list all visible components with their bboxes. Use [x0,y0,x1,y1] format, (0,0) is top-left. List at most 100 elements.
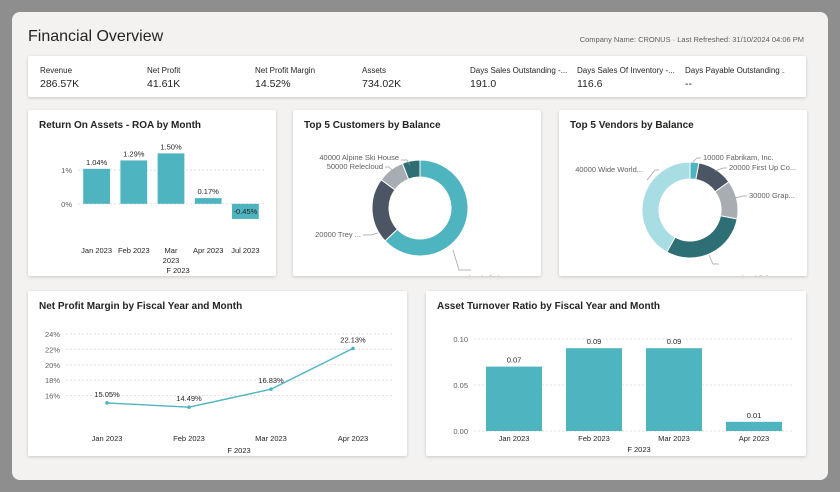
x-tick-label: Jul 2023 [231,246,259,255]
data-label: 0.09 [667,337,682,346]
slice-label: 50000 Relecloud [327,162,383,171]
data-label: 0.01 [747,411,762,420]
x-tick-label: Feb 2023 [173,434,205,443]
bar [194,198,222,204]
kpi-assets[interactable]: Assets 734.02K [362,66,462,90]
bar [566,348,622,431]
x-group-label: F 2023 [627,445,650,454]
leader-line [708,254,719,265]
data-label: 0.17% [198,187,220,196]
data-label: 1.50% [160,142,182,151]
leader-line [714,167,727,172]
bar [232,203,259,219]
donut-slice [384,159,469,257]
y-tick-label: 0.10 [453,335,468,344]
y-tick-label: 1% [61,166,72,175]
slice-label: 30000 School of Fine Art [437,274,520,276]
bar [120,160,148,204]
kpi-value: 41.61K [147,78,181,90]
slice-label: 20000 Trey ... [315,230,361,239]
top-customers-card[interactable]: Top 5 Customers by Balance 30000 School … [293,110,541,283]
data-label: -0.45% [234,207,258,216]
slice-label: 10000 Fabrikam, Inc. [703,153,773,162]
x-tick-label: Apr 2023 [739,434,769,443]
bar [726,421,782,431]
net-profit-margin-chart: 24% 22% 20% 18% 16% 15.05% Jan 2023 14.49% Feb 2… [45,330,394,455]
slice-label: 40000 Alpine Ski House [319,153,399,162]
kpi-days-payable-outstanding[interactable]: Days Payable Outstanding ... -- [685,66,785,90]
roa-card[interactable]: Return On Assets - ROA by Month 1% 0% 1.04… [28,110,276,276]
x-tick-label: Apr 2023 [193,246,223,255]
data-point [187,405,191,410]
y-tick-label: 22% [45,345,60,354]
kpi-label: Days Sales Outstanding -... [470,66,568,75]
leader-line [734,195,747,199]
kpi-days-sales-outstanding[interactable]: Days Sales Outstanding -... 191.0 [470,66,570,90]
bar [486,366,542,431]
donut-slice [641,161,691,253]
data-point [105,401,109,405]
data-point [351,346,355,351]
donut-slice [666,215,738,259]
kpi-bar: Revenue 286.57K Net Profit 41.61K Net Pr… [28,56,806,97]
asset-turnover-chart: 0.10 0.05 0.00 0.07 Jan 2023 0.09 Feb 2023 0.09… [453,335,794,454]
kpi-label: Revenue [40,66,73,75]
leader-line [646,169,659,181]
kpi-value: 286.57K [40,78,80,90]
kpi-label: Net Profit [147,66,181,75]
kpi-net-profit[interactable]: Net Profit 41.61K [147,66,247,90]
data-label: 0.09 [587,337,602,346]
data-label: 15.05% [94,390,120,399]
vendors-donut-chart: 10000 Fabrikam, Inc.20000 First Up Co...… [575,153,796,283]
data-label: 0.07 [507,356,522,365]
kpi-days-sales-of-inventory[interactable]: Days Sales Of Inventory -... 116.6 [577,66,677,90]
dashboard-frame: Financial Overview Company Name: CRONUS … [12,12,828,480]
leader-line [401,159,411,166]
data-label: 22.13% [340,335,366,344]
kpi-value: -- [685,78,692,90]
kpi-label: Assets [362,66,387,75]
slice-label: 20000 First Up Co... [729,163,796,172]
kpi-label: Days Payable Outstanding ... [685,66,785,75]
slice-label: 50000 Nod Publishers [707,274,781,276]
x-tick-label: Mar [165,246,178,255]
roa-chart: 1% 0% 1.04% Jan 2023 1.29% Feb 2023 1.50% Mar20… [61,142,264,275]
kpi-value: 734.02K [362,78,402,90]
y-tick-label: 24% [45,330,60,339]
leader-line [452,249,471,271]
leader-line [363,232,379,236]
y-tick-label: 16% [45,392,60,401]
kpi-value: 191.0 [470,78,497,90]
leader-line [692,157,701,163]
chart-title: Top 5 Vendors by Balance [570,120,694,131]
y-tick-label: 0% [61,200,72,209]
line-series [106,347,354,408]
chart-title: Top 5 Customers by Balance [304,120,441,131]
data-label: 16.83% [258,376,284,385]
data-label: 14.49% [176,394,202,403]
leader-line [385,166,397,175]
x-tick-label: Mar 2023 [255,434,287,443]
x-tick-label: 2023 [163,256,180,265]
bar [83,168,110,204]
customers-donut-chart: 30000 School of Fine Art 20000 Trey ... 50… [315,153,520,283]
chart-title: Net Profit Margin by Fiscal Year and Mon… [39,301,243,312]
y-tick-label: 0.00 [453,427,468,436]
kpi-net-profit-margin[interactable]: Net Profit Margin 14.52% [255,66,355,90]
y-tick-label: 0.05 [453,381,468,390]
x-tick-label: Feb 2023 [578,434,610,443]
kpi-value: 14.52% [255,78,291,90]
x-tick-label: Jan 2023 [81,246,112,255]
page-title: Financial Overview [28,28,164,45]
top-vendors-card[interactable]: Top 5 Vendors by Balance 10000 Fabrikam,… [559,110,807,283]
net-profit-margin-card[interactable]: Net Profit Margin by Fiscal Year and Mon… [28,291,407,456]
kpi-value: 116.6 [577,78,603,90]
chart-title: Asset Turnover Ratio by Fiscal Year and … [437,301,661,312]
x-tick-label: Jan 2023 [92,434,123,443]
kpi-revenue[interactable]: Revenue 286.57K [40,66,140,90]
kpi-label: Days Sales Of Inventory -... [577,66,675,75]
slice-label: 30000 Grap... [749,191,795,200]
asset-turnover-card[interactable]: Asset Turnover Ratio by Fiscal Year and … [426,291,806,456]
x-tick-label: Apr 2023 [338,434,368,443]
x-tick-label: Mar 2023 [658,434,690,443]
